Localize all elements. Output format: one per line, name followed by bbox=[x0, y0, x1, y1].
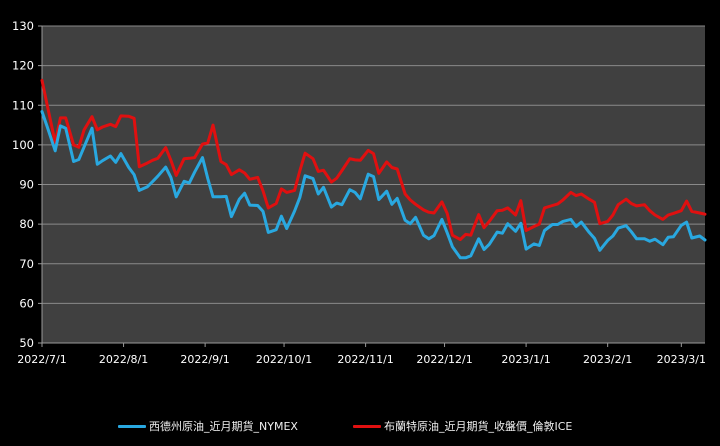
y-tick-label: 60 bbox=[19, 296, 34, 310]
x-tick-label: 2023/1/1 bbox=[501, 353, 550, 366]
y-tick-label: 70 bbox=[19, 257, 34, 271]
series-line-wti bbox=[40, 110, 707, 260]
x-tick-label: 2022/12/1 bbox=[416, 353, 472, 366]
y-tick-label: 110 bbox=[12, 98, 34, 112]
y-axis: 50 60 70 80 90 100 110 120 130 bbox=[12, 19, 43, 350]
y-tick-label: 90 bbox=[19, 178, 34, 192]
legend-item-wti[interactable]: 西德州原油_近月期貨_NYMEX bbox=[118, 418, 298, 434]
x-tick-label: 2022/7/1 bbox=[17, 353, 66, 366]
legend-item-brent[interactable]: 布蘭特原油_近月期貨_收盤價_倫敦ICE bbox=[353, 418, 572, 434]
x-tick-label: 2022/10/1 bbox=[256, 353, 312, 366]
x-tick-label: 2022/8/1 bbox=[99, 353, 148, 366]
series-lines bbox=[40, 78, 707, 260]
gridlines bbox=[42, 25, 705, 304]
legend: 西德州原油_近月期貨_NYMEX 布蘭特原油_近月期貨_收盤價_倫敦ICE bbox=[0, 418, 720, 438]
series-line-brent bbox=[40, 78, 707, 242]
y-tick-label: 120 bbox=[12, 59, 34, 73]
x-tick-label: 2023/3/1 bbox=[657, 353, 706, 366]
x-tick-label: 2022/11/1 bbox=[337, 353, 393, 366]
legend-swatch-wti bbox=[118, 424, 146, 428]
x-axis: 2022/7/1 2022/8/1 2022/9/1 2022/10/1 2022/11… bbox=[17, 342, 706, 366]
legend-label-wti: 西德州原油_近月期貨_NYMEX bbox=[149, 420, 298, 433]
y-tick-label: 100 bbox=[12, 138, 34, 152]
legend-swatch-brent bbox=[353, 424, 381, 428]
y-tick-label: 80 bbox=[19, 217, 34, 231]
legend-label-brent: 布蘭特原油_近月期貨_收盤價_倫敦ICE bbox=[384, 420, 573, 433]
x-tick-label: 2023/2/1 bbox=[583, 353, 632, 366]
x-tick-label: 2022/9/1 bbox=[180, 353, 229, 366]
y-tick-label: 50 bbox=[19, 336, 34, 350]
y-tick-label: 130 bbox=[12, 19, 34, 33]
